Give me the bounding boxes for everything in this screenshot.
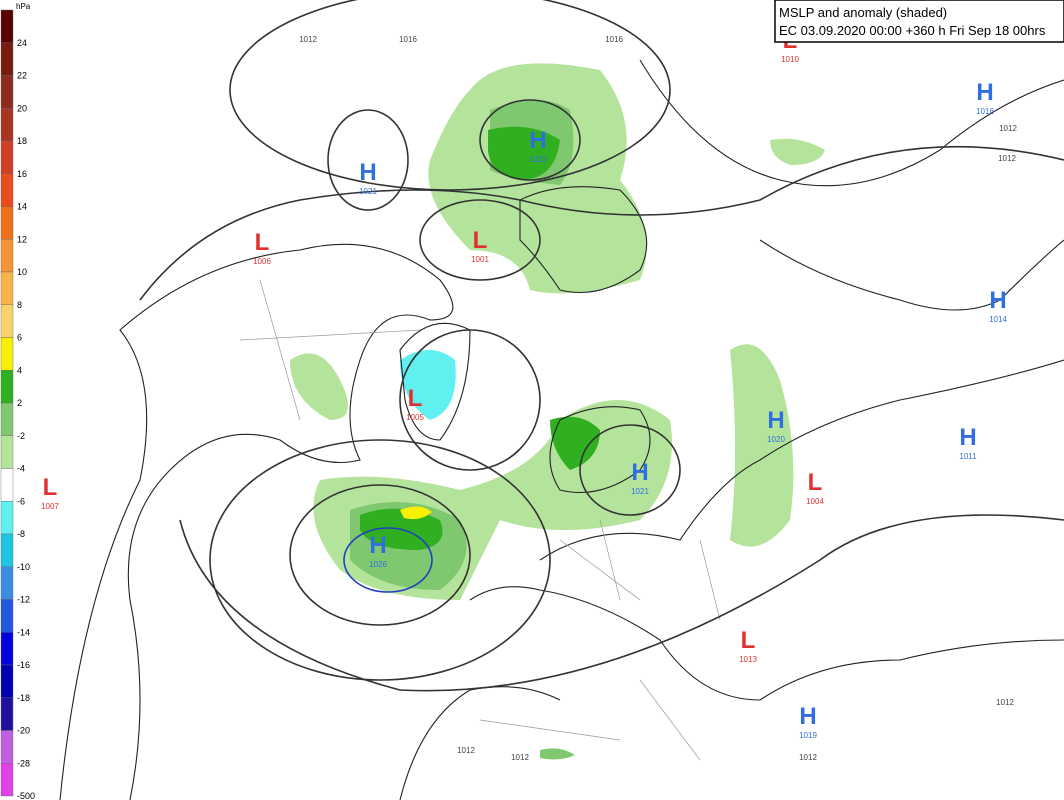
isobar-label: 1012	[999, 124, 1017, 133]
colorbar-swatch	[0, 599, 14, 633]
colorbar-swatch	[0, 140, 14, 174]
map-title: MSLP and anomaly (shaded)	[779, 5, 947, 20]
colorbar-label: 22	[17, 71, 27, 81]
pressure-center-value: 1014	[989, 315, 1007, 324]
pressure-center-letter: H	[369, 532, 386, 559]
colorbar-swatch	[0, 108, 14, 142]
colorbar-swatch	[0, 173, 14, 207]
colorbar-label: 10	[17, 267, 27, 277]
colorbar-label: 12	[17, 234, 27, 244]
isobar-label: 1016	[605, 35, 623, 44]
pressure-center-value: 1019	[799, 731, 817, 740]
colorbar-swatch	[0, 42, 14, 76]
pressure-center-letter: L	[808, 469, 823, 496]
colorbar-swatch	[0, 304, 14, 338]
coastlines	[59, 59, 1064, 800]
pressure-center-value: 1001	[471, 255, 489, 264]
isobar-label: 1012	[799, 753, 817, 762]
colorbar-label: -2	[17, 431, 25, 441]
colorbar-swatch	[0, 730, 14, 764]
colorbar-label: 8	[17, 300, 22, 310]
pressure-center-letter: H	[767, 407, 784, 434]
isobar-label: 1012	[996, 698, 1014, 707]
colorbar-label: -4	[17, 464, 25, 474]
colorbar-label: 14	[17, 202, 27, 212]
pressure-center-value: 1007	[41, 502, 59, 511]
colorbar-label: -12	[17, 595, 30, 605]
colorbar-label: -14	[17, 627, 30, 637]
colorbar-swatch	[0, 9, 14, 43]
colorbar-label: -16	[17, 660, 30, 670]
colorbar-swatch	[0, 664, 14, 698]
colorbar-label: 6	[17, 333, 22, 343]
colorbar-swatch	[0, 697, 14, 731]
pressure-center-letter: L	[43, 474, 58, 501]
pressure-center-value: 1021	[631, 487, 649, 496]
isobar-label: 1016	[399, 35, 417, 44]
pressure-center-value: 1016	[976, 107, 994, 116]
colorbar-swatch	[0, 435, 14, 469]
pressure-center-letter: H	[359, 159, 376, 186]
colorbar-swatch	[0, 370, 14, 404]
pressure-center-value: 1022	[529, 155, 547, 164]
colorbar-label: 24	[17, 38, 27, 48]
pressure-center-letter: H	[976, 79, 993, 106]
pressure-center-letter: H	[631, 459, 648, 486]
pressure-center-value: 1021	[359, 187, 377, 196]
pressure-center-letter: L	[473, 227, 488, 254]
colorbar-label: 18	[17, 136, 27, 146]
pressure-center-letter: H	[959, 424, 976, 451]
colorbar-label: 20	[17, 103, 27, 113]
isobar-label: 1012	[998, 154, 1016, 163]
colorbar-swatch	[0, 206, 14, 240]
pressure-center-value: 1020	[767, 435, 785, 444]
pressure-center-letter: L	[255, 229, 270, 256]
colorbar-label: -8	[17, 529, 25, 539]
pressure-center-letter: H	[799, 703, 816, 730]
colorbar-swatch	[0, 533, 14, 567]
colorbar-unit: hPa	[16, 2, 31, 11]
colorbar-swatch	[0, 763, 14, 797]
colorbar-label: 4	[17, 365, 22, 375]
colorbar-swatch	[0, 566, 14, 600]
colorbar-swatch	[0, 75, 14, 109]
pressure-center-value: 1010	[781, 55, 799, 64]
pressure-center-value: 1005	[406, 413, 424, 422]
pressure-center-value: 1013	[739, 655, 757, 664]
colorbar-label: -20	[17, 726, 30, 736]
isobar-label: 1012	[299, 35, 317, 44]
pressure-center-value: 1006	[253, 257, 271, 266]
colorbar-swatch	[0, 632, 14, 666]
colorbar-label: -6	[17, 496, 25, 506]
title-box	[774, 0, 1064, 43]
pressure-center-letter: L	[741, 627, 756, 654]
colorbar-label: -18	[17, 693, 30, 703]
colorbar-label: 16	[17, 169, 27, 179]
colorbar: hPa 24 22 20 18 16 14 12 10 8 6 4 2 -2 -4 -6 -8 -10 -12 -14…	[0, 0, 40, 800]
colorbar-swatch	[0, 468, 14, 502]
pressure-center-letter: L	[408, 385, 423, 412]
pressure-center-letter: H	[989, 287, 1006, 314]
colorbar-swatch	[0, 271, 14, 305]
map-subtitle: EC 03.09.2020 00:00 +360 h Fri Sep 18 00…	[779, 23, 1046, 38]
pressure-center-letter: H	[529, 127, 546, 154]
colorbar-swatch	[0, 337, 14, 371]
colorbar-swatch	[0, 239, 14, 273]
colorbar-label: 2	[17, 398, 22, 408]
colorbar-swatch	[0, 501, 14, 535]
colorbar-swatch	[0, 402, 14, 436]
pressure-center-value: 1011	[959, 452, 977, 461]
colorbar-label: -10	[17, 562, 30, 572]
pressure-center-value: 1026	[369, 560, 387, 569]
isobar-label: 1012	[511, 753, 529, 762]
isobars	[139, 0, 1064, 692]
isobar-label: 1012	[457, 746, 475, 755]
anomaly-shading	[290, 63, 825, 760]
pressure-center-value: 1004	[806, 497, 824, 506]
colorbar-label: -28	[17, 758, 30, 768]
colorbar-label: -500	[17, 791, 35, 800]
